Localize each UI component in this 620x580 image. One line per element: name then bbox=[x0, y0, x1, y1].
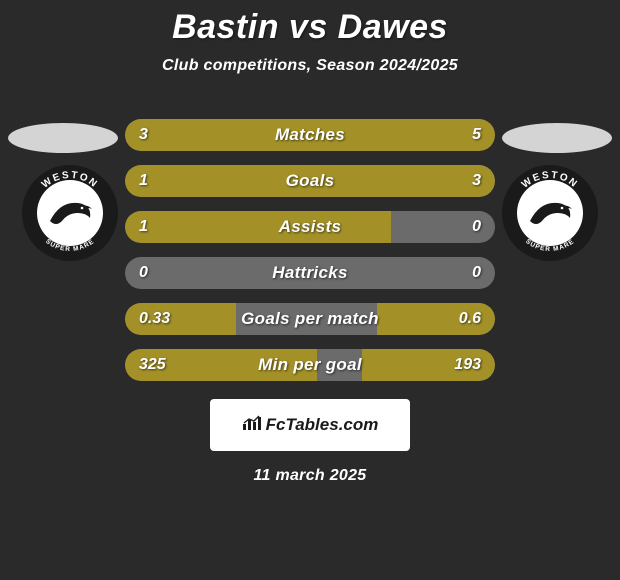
stat-row: 0.330.6Goals per match bbox=[125, 303, 495, 335]
stat-label: Min per goal bbox=[125, 349, 495, 381]
source-text: FcTables.com bbox=[266, 415, 379, 435]
stat-row: 13Goals bbox=[125, 165, 495, 197]
highlight-ellipse-left bbox=[8, 123, 118, 153]
club-badge-left: WESTON SUPER MARE bbox=[20, 163, 120, 263]
stat-row: 00Hattricks bbox=[125, 257, 495, 289]
stat-label: Matches bbox=[125, 119, 495, 151]
highlight-ellipse-right bbox=[502, 123, 612, 153]
source-badge: FcTables.com bbox=[210, 399, 410, 451]
stat-label: Hattricks bbox=[125, 257, 495, 289]
stat-label: Assists bbox=[125, 211, 495, 243]
page-title: Bastin vs Dawes bbox=[0, 0, 620, 47]
stat-row: 10Assists bbox=[125, 211, 495, 243]
club-badge-right: WESTON SUPER MARE bbox=[500, 163, 600, 263]
footer-date: 11 march 2025 bbox=[0, 467, 620, 485]
stat-label: Goals bbox=[125, 165, 495, 197]
subtitle: Club competitions, Season 2024/2025 bbox=[0, 57, 620, 75]
stat-bars-container: 35Matches 13Goals 10Assists 00Hattricks 0.33… bbox=[125, 105, 495, 381]
stat-row: 35Matches bbox=[125, 119, 495, 151]
comparison-content: WESTON SUPER MARE WESTON SUPER MARE 35Ma… bbox=[0, 105, 620, 485]
stat-label: Goals per match bbox=[125, 303, 495, 335]
stat-row: 325193Min per goal bbox=[125, 349, 495, 381]
chart-icon bbox=[242, 415, 262, 436]
